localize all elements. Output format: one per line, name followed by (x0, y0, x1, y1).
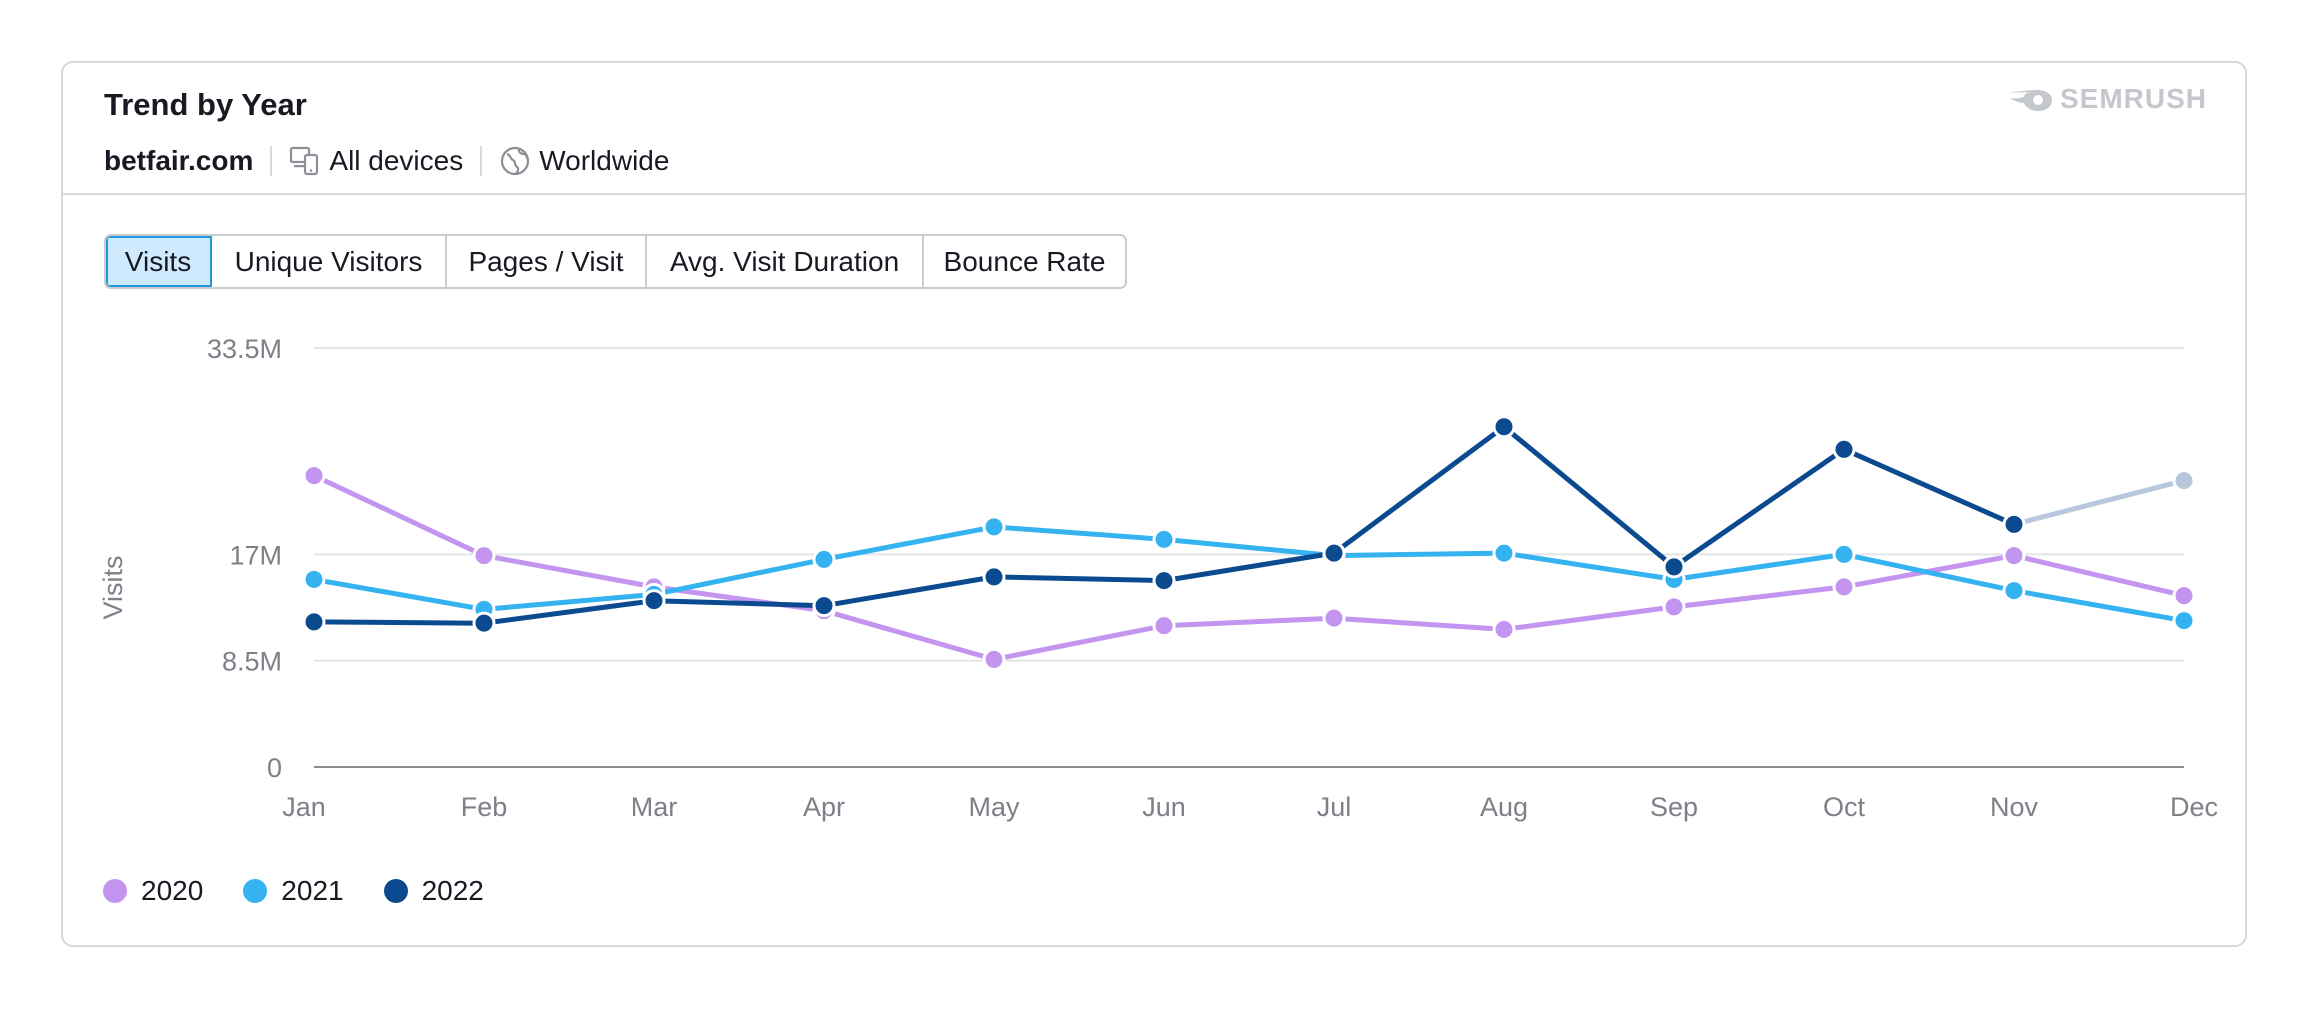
series-2022-point (1832, 437, 1856, 461)
series-2021-point (1152, 527, 1176, 551)
series-2021-point (1492, 541, 1516, 565)
legend-label-2021: 2021 (281, 875, 344, 906)
series-2022-point (1662, 555, 1686, 579)
legend-dot-2022 (383, 879, 408, 903)
tab-visits[interactable]: Visits (106, 236, 212, 287)
series-2020-point (472, 544, 496, 568)
series-2021-point (812, 547, 836, 571)
y-tick-label: 17M (229, 540, 282, 570)
series-2021-point (2002, 579, 2026, 603)
x-tick-label: Dec (2170, 792, 2218, 822)
y-tick-label: 33.5M (207, 334, 282, 364)
region-filter[interactable]: Worldwide (539, 145, 670, 176)
tab-avg-visit-duration[interactable]: Avg. Visit Duration (647, 236, 924, 287)
trend-card: Trend by Year betfair.com All devices (61, 61, 2247, 947)
tab-unique-visitors[interactable]: Unique Visitors (212, 236, 447, 287)
filters-row: betfair.com All devices Worldwide (104, 141, 669, 181)
x-tick-label: Sep (1650, 792, 1698, 822)
x-tick-label: Jan (282, 792, 326, 822)
x-tick-label: Jun (1142, 792, 1186, 822)
x-tick-label: Jul (1317, 792, 1352, 822)
series-2022-point (472, 611, 496, 635)
legend-label-2022: 2022 (421, 875, 484, 906)
series-2020-line (311, 473, 2187, 662)
series-2022-point (812, 594, 836, 618)
legend-item-2020[interactable]: 2020 (103, 875, 203, 907)
tab-pages-per-visit[interactable]: Pages / Visit (447, 236, 647, 287)
legend-dot-2020 (103, 879, 127, 903)
y-axis-label: Visits (98, 555, 128, 619)
series-2021-line (311, 524, 2187, 624)
series-2021-point (1832, 542, 1856, 566)
brand-name: SEMRUSH (2059, 83, 2207, 114)
y-tick-label: 0 (267, 753, 282, 783)
x-tick-label: Mar (631, 792, 678, 822)
series-2021-point (2172, 609, 2196, 633)
y-tick-label: 8.5M (222, 647, 282, 677)
series-2020-point (1492, 617, 1516, 641)
x-tick-label: May (968, 792, 1020, 822)
globe-icon (499, 145, 531, 177)
legend-dot-2021 (243, 879, 268, 903)
devices-icon (289, 145, 321, 177)
legend-item-2021[interactable]: 2021 (243, 875, 344, 907)
legend-label-2020: 2020 (141, 875, 204, 906)
series-2022-point (1492, 415, 1516, 439)
tab-bounce-rate[interactable]: Bounce Rate (924, 236, 1125, 287)
series-2022-point (642, 589, 666, 613)
series-2020-point (302, 464, 326, 488)
domain-label[interactable]: betfair.com (104, 145, 254, 176)
x-tick-label: Oct (1823, 792, 1866, 822)
series-2022-point (2002, 512, 2026, 536)
series-2021-point (302, 567, 326, 591)
divider (480, 146, 483, 176)
legend-item-2022[interactable]: 2022 (383, 875, 484, 907)
card-header: Trend by Year betfair.com All devices (63, 63, 2245, 195)
device-filter[interactable]: All devices (329, 145, 464, 176)
series-2022-forecast-line (2011, 478, 2187, 527)
series-2022-point (1322, 541, 1346, 565)
series-2022-point (302, 610, 326, 634)
x-tick-label: Apr (803, 792, 845, 822)
chart-legend: 2020 2021 2022 (103, 875, 524, 907)
x-tick-label: Feb (461, 792, 508, 822)
series-2022-line (311, 424, 2017, 626)
series-2020-point (2172, 584, 2196, 608)
metric-tabs: Visits Unique Visitors Pages / Visit Avg… (104, 234, 1127, 289)
series-2020-point (982, 647, 1006, 671)
x-tick-label: Aug (1480, 792, 1528, 822)
card-title: Trend by Year (104, 87, 307, 122)
x-tick-label: Nov (1990, 792, 2039, 822)
semrush-logo: SEMRUSH (2006, 83, 2207, 115)
series-2020-point (1832, 575, 1856, 599)
series-2021-point (982, 515, 1006, 539)
series-2022-point (982, 565, 1006, 589)
series-2020-point (1662, 595, 1686, 619)
series-2020-point (1322, 606, 1346, 630)
series-2020-point (2002, 544, 2026, 568)
series-2022-forecast-point (2172, 469, 2196, 493)
series-2022-point (1152, 569, 1176, 593)
semrush-flame-icon (2007, 90, 2052, 111)
divider (270, 146, 273, 176)
series-2020-point (1152, 614, 1176, 638)
